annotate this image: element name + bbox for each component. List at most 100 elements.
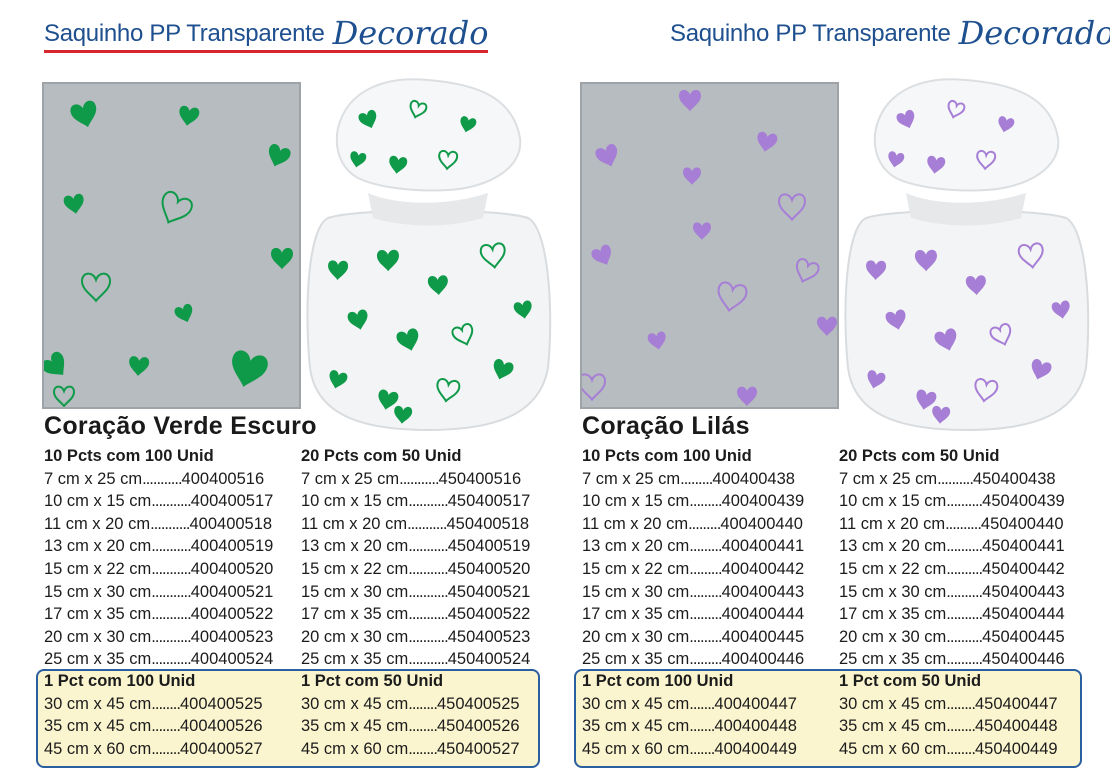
leader-dots: ......... [689, 537, 722, 556]
heart-icon [460, 116, 477, 133]
pattern-green [44, 100, 293, 407]
price-row: 10 cm x 15 cm.........400400439 [582, 490, 804, 513]
heart-icon [268, 144, 291, 167]
leader-dots: .......... [946, 582, 983, 601]
size-label: 20 cm x 30 cm [839, 627, 947, 646]
price-col-lilac-b: 20 Pcts com 50 Unid 7 cm x 25 cm........… [839, 445, 1065, 671]
heart-icon [916, 389, 937, 410]
swatch-green-hearts [42, 82, 301, 409]
product-code: 450400525 [436, 694, 520, 713]
product-code: 450400443 [982, 582, 1065, 601]
size-label: 35 cm x 45 cm [301, 717, 409, 736]
highlight-box-green [36, 669, 540, 768]
heart-icon [378, 389, 399, 410]
product-code: 400400443 [721, 582, 805, 601]
header-left: Saquinho PP Transparente Decorado [44, 8, 489, 53]
heart-icon [683, 167, 701, 185]
size-label: 30 cm x 45 cm [301, 694, 409, 713]
size-label: 15 cm x 22 cm [582, 559, 690, 578]
leader-dots: ........... [408, 650, 448, 669]
price-row: 10 cm x 15 cm...........450400517 [301, 490, 530, 513]
product-code: 400400525 [179, 694, 263, 713]
col-header: 20 Pcts com 50 Unid [839, 447, 1000, 465]
heart-icon [436, 378, 461, 403]
product-code: 450400449 [974, 739, 1058, 758]
leader-dots: .......... [946, 537, 983, 556]
heart-icon [52, 385, 76, 407]
price-row: 35 cm x 45 cm.......400400448 [582, 715, 797, 738]
size-label: 35 cm x 45 cm [839, 717, 947, 736]
heart-icon [591, 244, 611, 265]
size-label: 11 cm x 20 cm [582, 514, 689, 533]
size-label: 15 cm x 22 cm [301, 559, 409, 578]
price-row: 45 cm x 60 cm........450400527 [301, 738, 520, 761]
product-code: 400400517 [190, 492, 274, 511]
bag-top [335, 78, 522, 192]
product-code: 450400448 [974, 717, 1058, 736]
product-code: 400400524 [190, 650, 274, 669]
product-code: 450400524 [447, 650, 531, 669]
price-row: 11 cm x 20 cm.........400400440 [582, 513, 804, 536]
product-code: 450400441 [982, 537, 1065, 556]
heart-icon [513, 300, 532, 319]
price-row: 25 cm x 35 cm..........450400446 [839, 648, 1065, 671]
price-row: 15 cm x 30 cm...........450400521 [301, 581, 530, 604]
heart-icon [693, 222, 711, 240]
heart-icon [44, 351, 65, 376]
heart-icon [717, 281, 748, 313]
product-code: 450400446 [982, 650, 1065, 669]
col-header: 20 Pcts com 50 Unid [301, 447, 462, 465]
product-code: 450400438 [972, 469, 1056, 488]
size-label: 25 cm x 35 cm [839, 650, 947, 669]
heart-icon [232, 350, 268, 387]
price-row: 17 cm x 35 cm...........450400522 [301, 603, 530, 626]
price-col-lilac-a: 10 Pcts com 100 Unid 7 cm x 25 cm.......… [582, 445, 804, 671]
size-label: 13 cm x 20 cm [582, 537, 690, 556]
heart-icon [427, 275, 448, 295]
price-row: 35 cm x 45 cm........400400526 [44, 715, 263, 738]
leader-dots: ......... [689, 605, 722, 624]
size-label: 11 cm x 20 cm [301, 514, 408, 533]
heart-icon [438, 149, 459, 171]
product-code: 400400519 [190, 537, 274, 556]
heart-icon [161, 190, 193, 224]
heart-icon [409, 99, 428, 119]
leader-dots: ....... [689, 717, 715, 736]
size-label: 20 cm x 30 cm [44, 627, 152, 646]
heart-icon [1031, 359, 1052, 380]
size-label: 30 cm x 45 cm [839, 694, 947, 713]
price-col-green-a: 10 Pcts com 100 Unid 7 cm x 25 cm.......… [44, 445, 273, 671]
col-header: 10 Pcts com 100 Unid [582, 447, 752, 465]
price-row: 15 cm x 22 cm...........450400520 [301, 558, 530, 581]
pattern-lilac [582, 89, 837, 406]
product-code: 400400438 [712, 469, 795, 488]
heart-icon [350, 151, 367, 168]
price-row: 30 cm x 45 cm........450400447 [839, 693, 1058, 716]
heart-icon [976, 149, 997, 171]
heart-icon [817, 316, 837, 336]
size-label: 15 cm x 30 cm [301, 582, 409, 601]
heart-icon [989, 323, 1012, 346]
product-code: 400400442 [721, 559, 805, 578]
size-label: 13 cm x 20 cm [301, 537, 409, 556]
bag-lilac-svg [844, 78, 1090, 432]
size-label: 10 cm x 15 cm [839, 492, 947, 511]
leader-dots: ........... [151, 492, 191, 511]
leader-dots: ........... [408, 605, 448, 624]
price-row: 13 cm x 20 cm...........400400519 [44, 535, 273, 558]
product-code: 400400440 [720, 514, 803, 533]
leader-dots: .......... [937, 469, 974, 488]
product-code: 400400449 [714, 739, 797, 758]
size-label: 15 cm x 30 cm [582, 582, 690, 601]
header-left-script: Decorado [332, 14, 489, 52]
product-title-lilac: Coração Lilás [582, 412, 750, 440]
heart-icon [867, 370, 886, 389]
size-label: 25 cm x 35 cm [301, 650, 409, 669]
product-code: 400400520 [190, 559, 274, 578]
heart-icon [347, 309, 368, 330]
product-code: 400400518 [189, 514, 273, 533]
leader-dots: ........ [408, 739, 438, 758]
leader-dots: ....... [689, 694, 715, 713]
product-code: 400400523 [190, 627, 274, 646]
price-row: 45 cm x 60 cm........400400527 [44, 738, 263, 761]
